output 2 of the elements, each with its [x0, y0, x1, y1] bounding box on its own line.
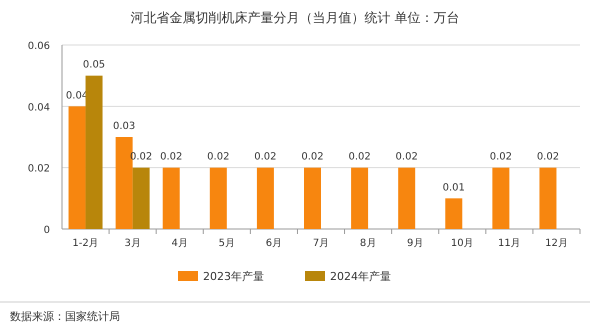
title: 河北省金属切削机床产量分月（当月值）统计 单位：万台	[130, 11, 460, 26]
annotation: 数据来源：国家统计局	[10, 310, 120, 323]
